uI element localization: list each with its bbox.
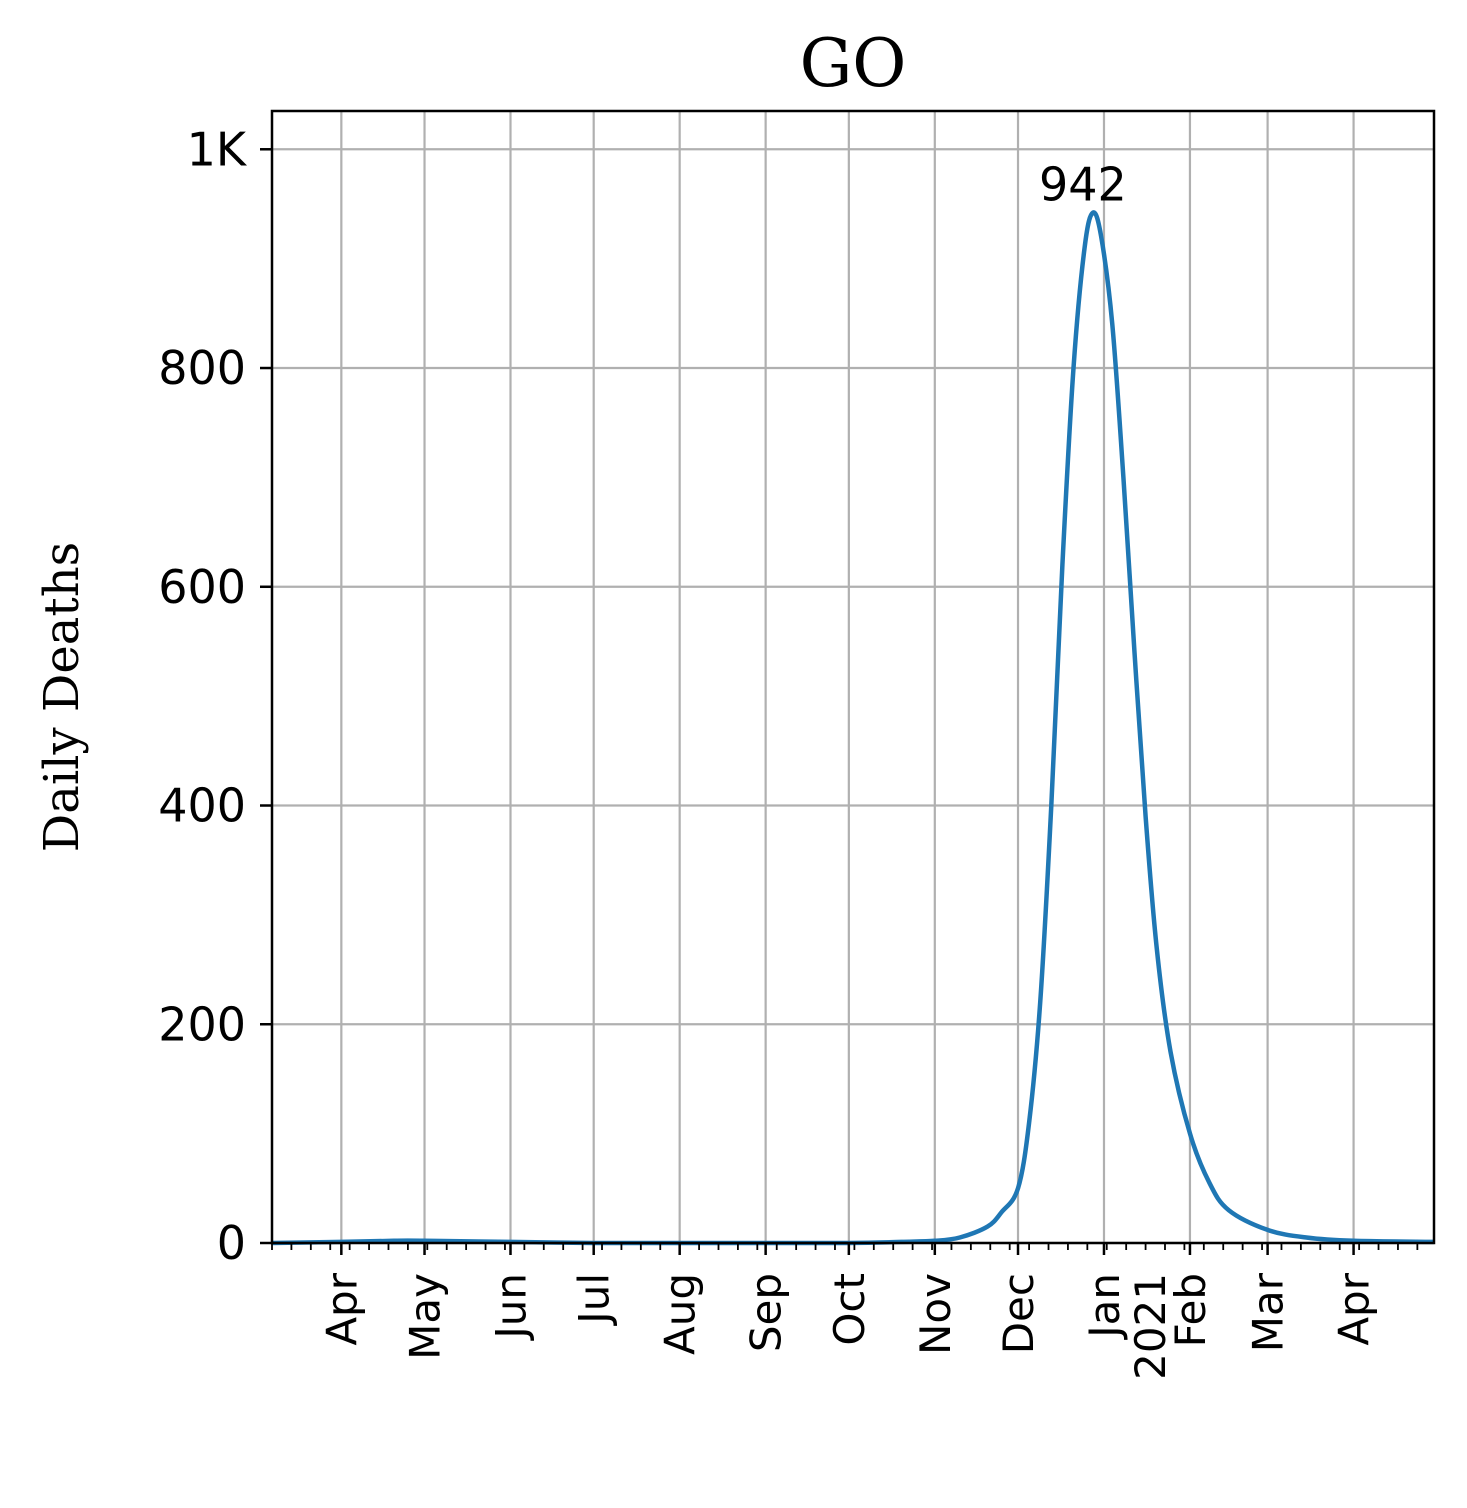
x-tick-label: Jan2021 bbox=[1080, 1273, 1175, 1380]
y-tick-label: 600 bbox=[158, 560, 246, 614]
x-tick-label: Jun bbox=[487, 1273, 536, 1342]
x-tick-label: Sep bbox=[742, 1273, 791, 1352]
x-tick-label: May bbox=[401, 1273, 450, 1360]
y-tick-label: 0 bbox=[217, 1216, 246, 1270]
y-tick-label: 400 bbox=[158, 779, 246, 833]
x-tick-label: Feb bbox=[1166, 1273, 1215, 1347]
annotations: 942 bbox=[1039, 158, 1127, 212]
x-tick-label: Mar bbox=[1244, 1272, 1293, 1352]
y-tick-label: 800 bbox=[158, 341, 246, 395]
peak-annotation: 942 bbox=[1039, 158, 1127, 212]
grid bbox=[272, 111, 1434, 1245]
x-tick-label: Oct bbox=[825, 1273, 874, 1346]
x-tick-label: Dec bbox=[994, 1273, 1043, 1354]
x-tick-label: Apr bbox=[1330, 1272, 1379, 1345]
y-tick-label: 200 bbox=[158, 997, 246, 1051]
x-tick-label: Aug bbox=[656, 1273, 705, 1355]
x-tick-label: Apr bbox=[317, 1272, 366, 1345]
plot-area-frame bbox=[270, 109, 1436, 1245]
chart-title: GO bbox=[800, 25, 907, 102]
x-tick-label: Nov bbox=[911, 1273, 960, 1355]
axis-ticks: 0 200 400 600 800 1K Apr May Jun Jul Aug Sep Oct Nov D… bbox=[158, 122, 1419, 1380]
x-tick-label: Jul bbox=[570, 1273, 619, 1327]
y-tick-label: 1K bbox=[187, 122, 248, 176]
y-axis-label: Daily Deaths bbox=[34, 542, 90, 853]
